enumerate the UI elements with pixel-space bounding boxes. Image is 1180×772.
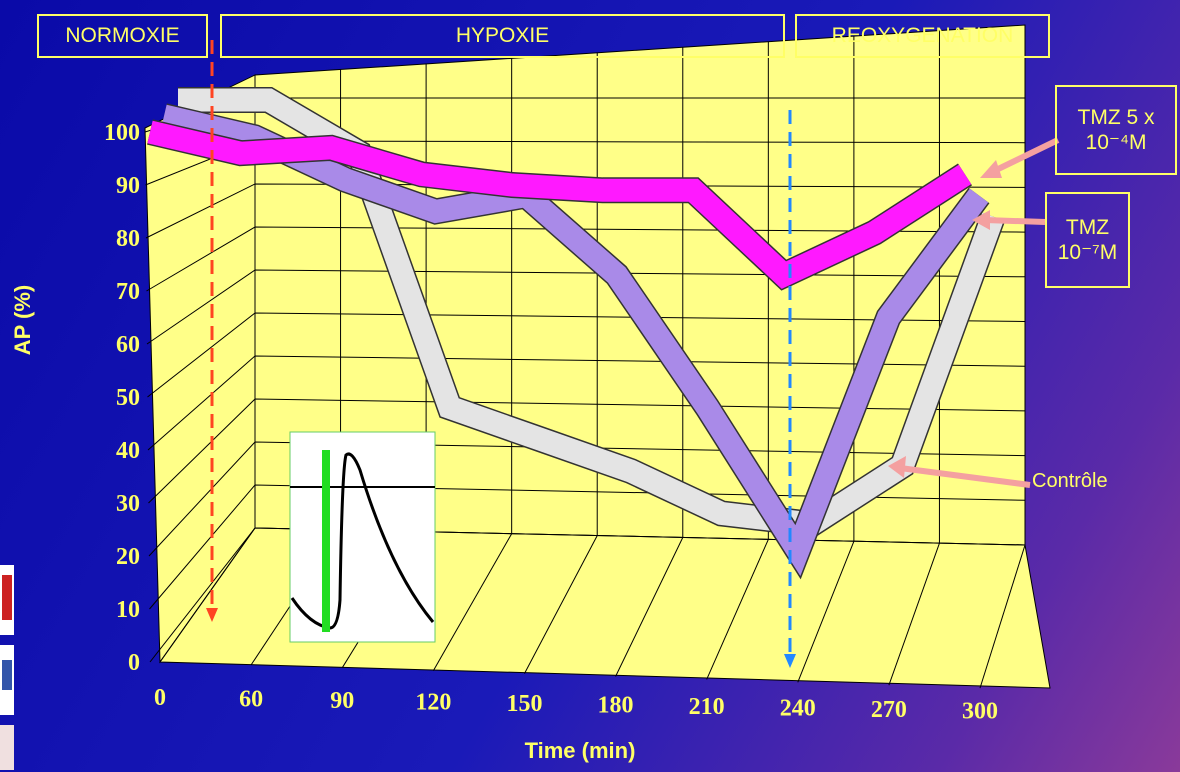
phase-label: REOXYGENATION [795, 14, 1050, 58]
legend-entry: TMZ 10⁻⁷M [1045, 192, 1130, 288]
x-tick-label: 60 [239, 687, 263, 713]
x-tick-label: 90 [330, 688, 354, 714]
x-tick-label: 0 [154, 685, 166, 711]
y-axis-label: AP (%) [10, 285, 35, 356]
y-tick-label: 80 [116, 226, 140, 252]
phase-label: NORMOXIE [37, 14, 208, 58]
y-tick-label: 70 [116, 279, 140, 305]
y-tick-label: 90 [116, 173, 140, 199]
x-tick-label: 300 [962, 699, 998, 725]
x-tick-label: 120 [415, 690, 451, 716]
y-tick-label: 20 [116, 544, 140, 570]
pointer [985, 220, 1045, 222]
slide: {"chart_data": {"type": "line", "y_label… [0, 0, 1180, 772]
y-tick-label: 60 [116, 332, 140, 358]
legend-entry: Contrôle [1032, 470, 1108, 493]
logo [0, 725, 14, 770]
logo [2, 660, 12, 690]
x-tick-label: 210 [689, 694, 725, 720]
x-axis-label: Time (min) [525, 738, 636, 763]
inset-stimulus [322, 450, 330, 632]
y-tick-label: 0 [128, 650, 140, 676]
y-tick-label: 50 [116, 385, 140, 411]
y-tick-label: 40 [116, 438, 140, 464]
y-tick-label: 10 [116, 597, 140, 623]
x-tick-label: 150 [506, 691, 542, 717]
chart: AP (%) Time (min) 0 10 20 30 40 50 60 70 80 90 100… [0, 0, 1180, 772]
x-tick-label: 270 [871, 697, 907, 723]
inset [290, 432, 435, 642]
phase-label: HYPOXIE [220, 14, 785, 58]
legend-entry: TMZ 5 x 10⁻⁴M [1055, 85, 1177, 175]
y-tick-label: 100 [104, 120, 140, 146]
x-tick-label: 180 [598, 693, 634, 719]
logo [2, 575, 12, 620]
y-tick-label: 30 [116, 491, 140, 517]
x-tick-label: 240 [780, 696, 816, 722]
